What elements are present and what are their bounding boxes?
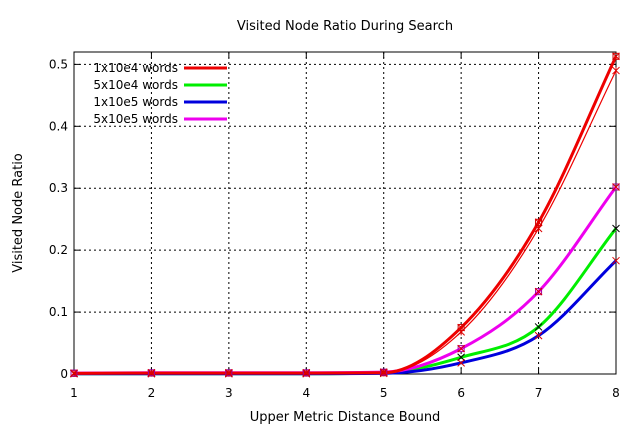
data-point-cross — [534, 287, 543, 296]
data-point-cross — [612, 256, 620, 265]
data-point-square — [225, 369, 233, 377]
series-line — [74, 259, 618, 376]
data-point-cross — [534, 331, 543, 340]
data-point-cross — [225, 368, 233, 377]
x-tick-label: 3 — [225, 386, 233, 400]
data-point-cross — [147, 368, 156, 377]
data-point-cross — [612, 52, 620, 61]
x-tick-label: 2 — [148, 386, 156, 400]
x-tick-label: 4 — [302, 386, 310, 400]
y-tick-label: 0.4 — [49, 119, 68, 133]
y-tick-label: 0.2 — [49, 243, 68, 257]
x-tick-label: 1 — [70, 386, 78, 400]
series-line — [73, 186, 618, 375]
y-tick-label: 0.1 — [49, 305, 68, 319]
x-tick-label: 6 — [457, 386, 465, 400]
data-point-cross — [534, 323, 543, 331]
y-tick-label: 0.3 — [49, 181, 68, 195]
x-tick-label: 8 — [612, 386, 620, 400]
legend-label: 1x10e5 words — [93, 95, 178, 109]
data-point-cross — [379, 368, 388, 376]
data-point-cross — [70, 369, 78, 377]
data-point-cross — [457, 353, 465, 362]
data-point-cross — [534, 218, 543, 227]
data-point-cross — [612, 183, 620, 191]
data-point-cross — [457, 344, 465, 353]
x-axis-title: Upper Metric Distance Bound — [250, 410, 441, 425]
data-point-square — [380, 368, 388, 376]
data-point-cross — [457, 359, 465, 367]
data-point-asterisk — [457, 328, 465, 336]
legend-label: 5x10e5 words — [93, 112, 178, 126]
data-point-cross — [612, 224, 620, 233]
data-point-asterisk — [612, 66, 620, 75]
y-axis-title: Visited Node Ratio — [11, 153, 26, 273]
data-point-cross — [379, 369, 388, 378]
data-point-square — [457, 345, 465, 353]
x-tick-label: 7 — [535, 386, 543, 400]
legend-label: 1x10e4 words — [93, 61, 178, 75]
x-tick-label: 5 — [380, 386, 388, 400]
data-point-square — [535, 288, 543, 296]
data-point-cross — [302, 368, 311, 377]
data-point-square — [70, 369, 78, 377]
series — [70, 52, 620, 378]
y-tick-label: 0.5 — [49, 57, 68, 71]
data-point-square — [147, 369, 155, 377]
data-point-square — [302, 369, 310, 377]
ticks: 1 2 3 4 5 6 7 8 0 0.1 0.2 0.3 0.4 0.5 — [49, 52, 620, 400]
data-point-asterisk — [534, 224, 543, 233]
grid — [74, 52, 616, 374]
y-tick-label: 0 — [60, 367, 68, 381]
chart-title: Visited Node Ratio During Search — [237, 19, 453, 34]
data-point-square — [612, 183, 620, 191]
legend: 1x10e4 words 5x10e4 words 1x10e5 words 5x10… — [93, 61, 227, 126]
data-point-square — [612, 52, 620, 60]
legend-label: 5x10e4 words — [93, 78, 178, 92]
